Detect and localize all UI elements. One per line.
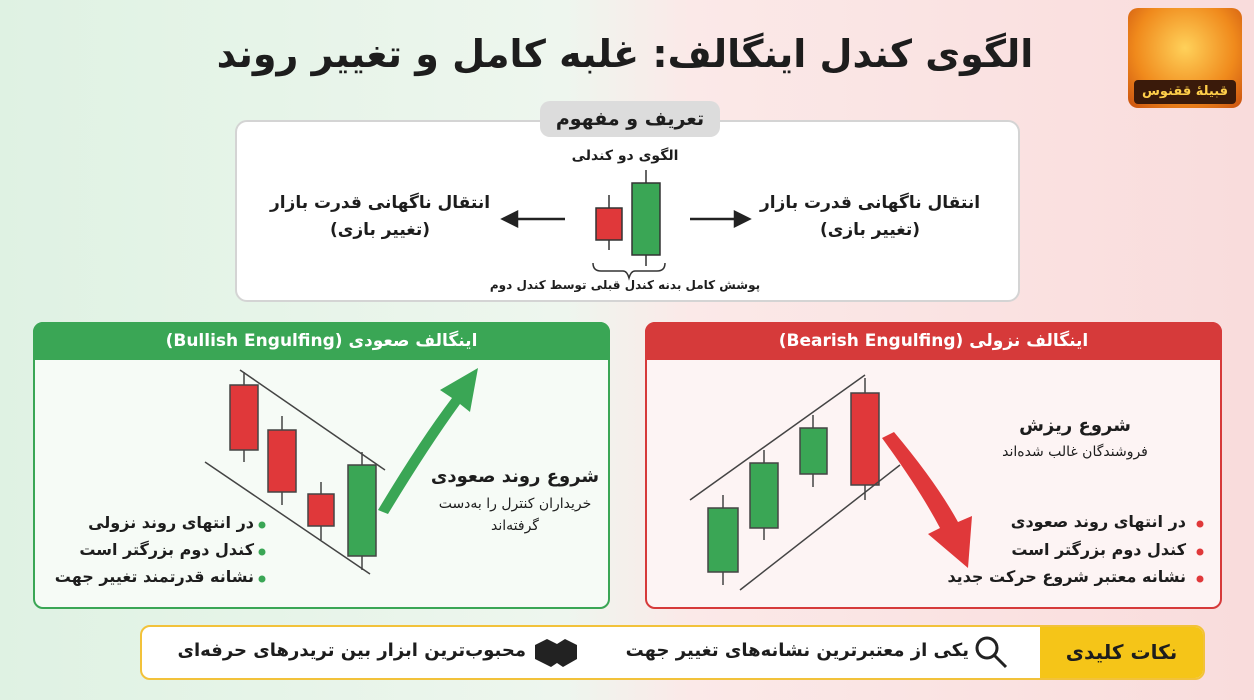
bearish-header: اینگالف نزولی (Bearish Engulfing) xyxy=(645,322,1222,360)
bullish-bullet: کندل دوم بزرگتر است xyxy=(79,540,254,559)
footer-item: محبوب‌ترین ابزار بین تریدرهای حرفه‌ای xyxy=(177,640,526,661)
right-text: (تغییر بازی) xyxy=(819,220,921,240)
footer-label: نکات کلیدی xyxy=(1040,627,1203,678)
bearish-panel xyxy=(645,322,1222,609)
bullish-headline: شروع روند صعودی xyxy=(430,466,600,487)
footer-item: یکی از معتبرترین نشانه‌های تغییر جهت xyxy=(625,640,969,661)
definition-arrows xyxy=(500,209,752,229)
bullish-arrow xyxy=(378,368,478,514)
bullish-bullet: نشانه قدرتمند تغییر جهت xyxy=(54,567,254,586)
title: الگوی کندل اینگالف: غلبه کامل و تغییر رو… xyxy=(216,32,1034,76)
bullish-bullet: در انتهای روند نزولی xyxy=(88,513,254,532)
bullish-header: اینگالف صعودی (Bullish Engulfing) xyxy=(33,322,610,360)
bearish-arrow xyxy=(882,432,972,568)
logo-text: قبیلهٔ ققنوس xyxy=(1134,80,1236,104)
bearish-candles xyxy=(689,374,901,591)
bearish-bullet: کندل دوم بزرگتر است xyxy=(1011,540,1186,559)
bearish-headline: شروع ریزش xyxy=(1019,415,1131,436)
bearish-bullet: در انتهای روند صعودی xyxy=(1010,512,1186,531)
bullet-dots xyxy=(258,520,1204,583)
footer-box xyxy=(140,625,1205,680)
definition-header: تعریف و مفهوم xyxy=(540,101,720,137)
definition-caption: پوشش کامل بدنه کندل قبلی توسط کندل دوم xyxy=(489,278,761,292)
handshake-icon xyxy=(535,639,577,667)
left-text: انتقال ناگهانی قدرت بازار xyxy=(269,193,491,213)
bullish-sub: خریداران کنترل را به‌دست xyxy=(438,496,592,512)
bullish-panel xyxy=(33,322,610,609)
bearish-sub: فروشندگان غالب شده‌اند xyxy=(1002,444,1148,460)
bullish-candles xyxy=(204,369,386,575)
magnifier-icon xyxy=(975,636,1008,669)
logo: قبیلهٔ ققنوس xyxy=(1128,8,1242,108)
definition-subtitle: الگوی دو کندلی xyxy=(571,148,679,164)
bearish-bullet: نشانه معتبر شروع حرکت جدید xyxy=(947,567,1186,586)
right-text: انتقال ناگهانی قدرت بازار xyxy=(759,193,981,213)
bullish-sub: گرفته‌اند xyxy=(491,518,539,534)
definition-candles xyxy=(592,170,666,281)
left-text: (تغییر بازی) xyxy=(329,220,431,240)
